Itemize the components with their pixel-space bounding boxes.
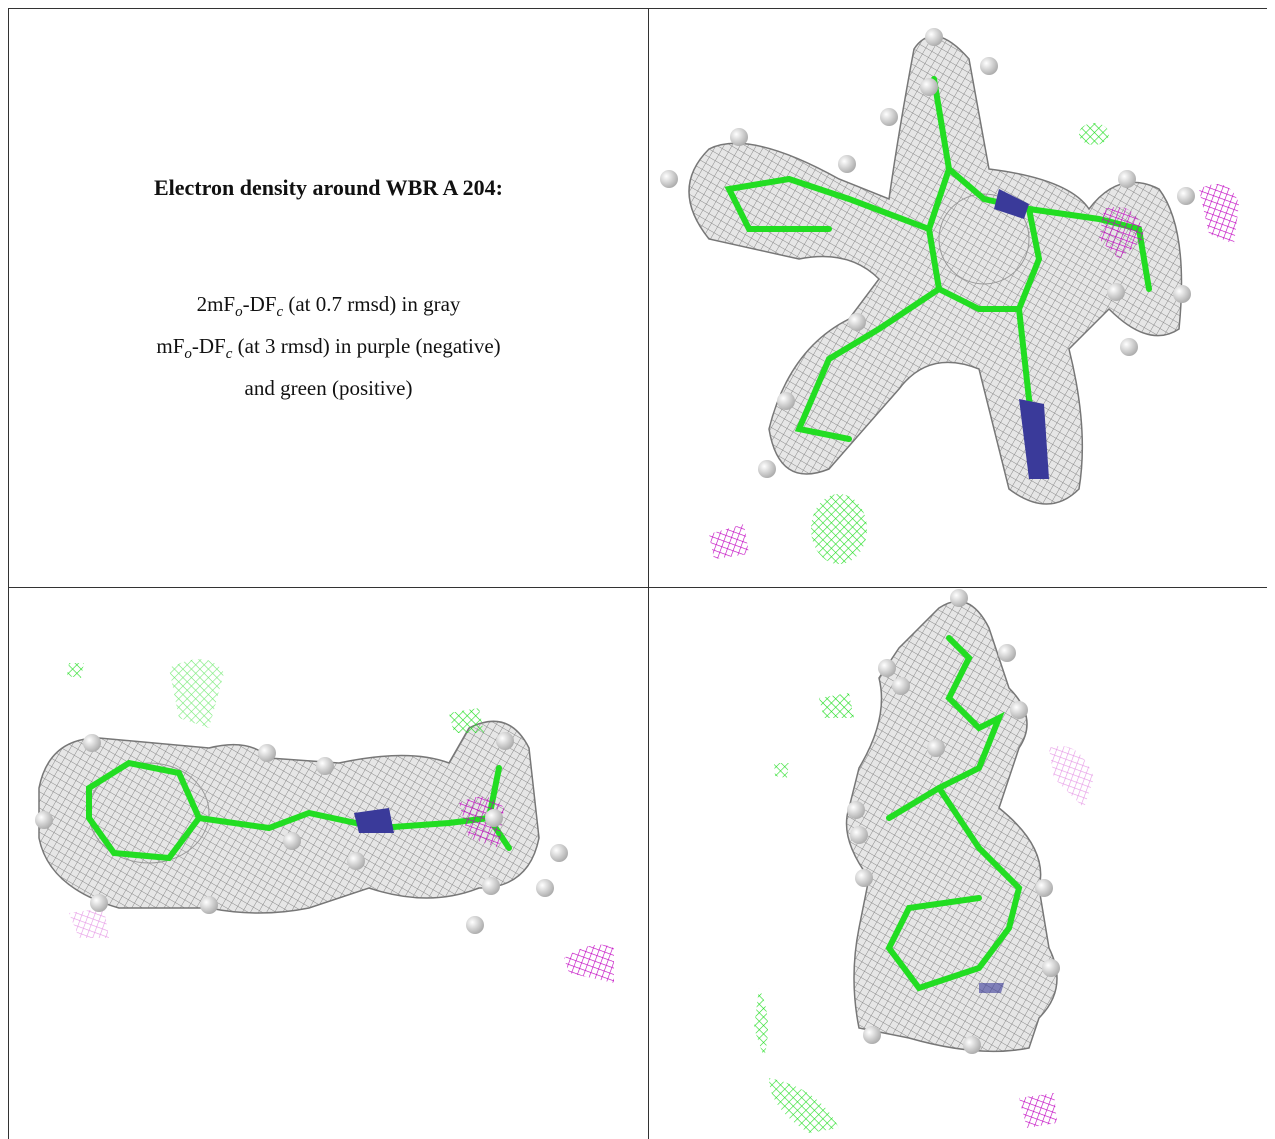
caption-text: -DF	[191, 334, 226, 359]
caption-cell: Electron density around WBR A 204: 2mFo-…	[9, 9, 648, 587]
caption-line: 2mFo-DFc (at 0.7 rmsd) in gray	[9, 287, 648, 329]
subscript: c	[225, 346, 233, 363]
caption-text: and green (positive)	[244, 376, 413, 401]
caption-line: mFo-DFc (at 3 rmsd) in purple (negative)	[9, 329, 648, 371]
caption-lines: 2mFo-DFc (at 0.7 rmsd) in gray mFo-DFc (a…	[9, 287, 648, 405]
table-frame	[8, 8, 1267, 1139]
density-image	[660, 28, 1239, 564]
caption-text: mF	[156, 334, 185, 359]
caption-text: -DF	[242, 292, 277, 316]
cell-border	[648, 8, 649, 1139]
cell-border	[8, 587, 1267, 588]
density-image	[754, 589, 1094, 1133]
caption-title: Electron density around WBR A 204:	[153, 175, 503, 200]
caption-text: 2mF	[196, 292, 236, 316]
subscript: o	[184, 346, 192, 363]
caption-line: and green (positive)	[9, 371, 648, 405]
caption-text: (at 0.7 rmsd) in gray	[283, 292, 461, 316]
subscript: c	[276, 304, 284, 321]
caption-text: (at 3 rmsd) in purple (negative)	[232, 334, 501, 359]
density-image	[35, 659, 614, 983]
subscript: o	[235, 304, 243, 321]
